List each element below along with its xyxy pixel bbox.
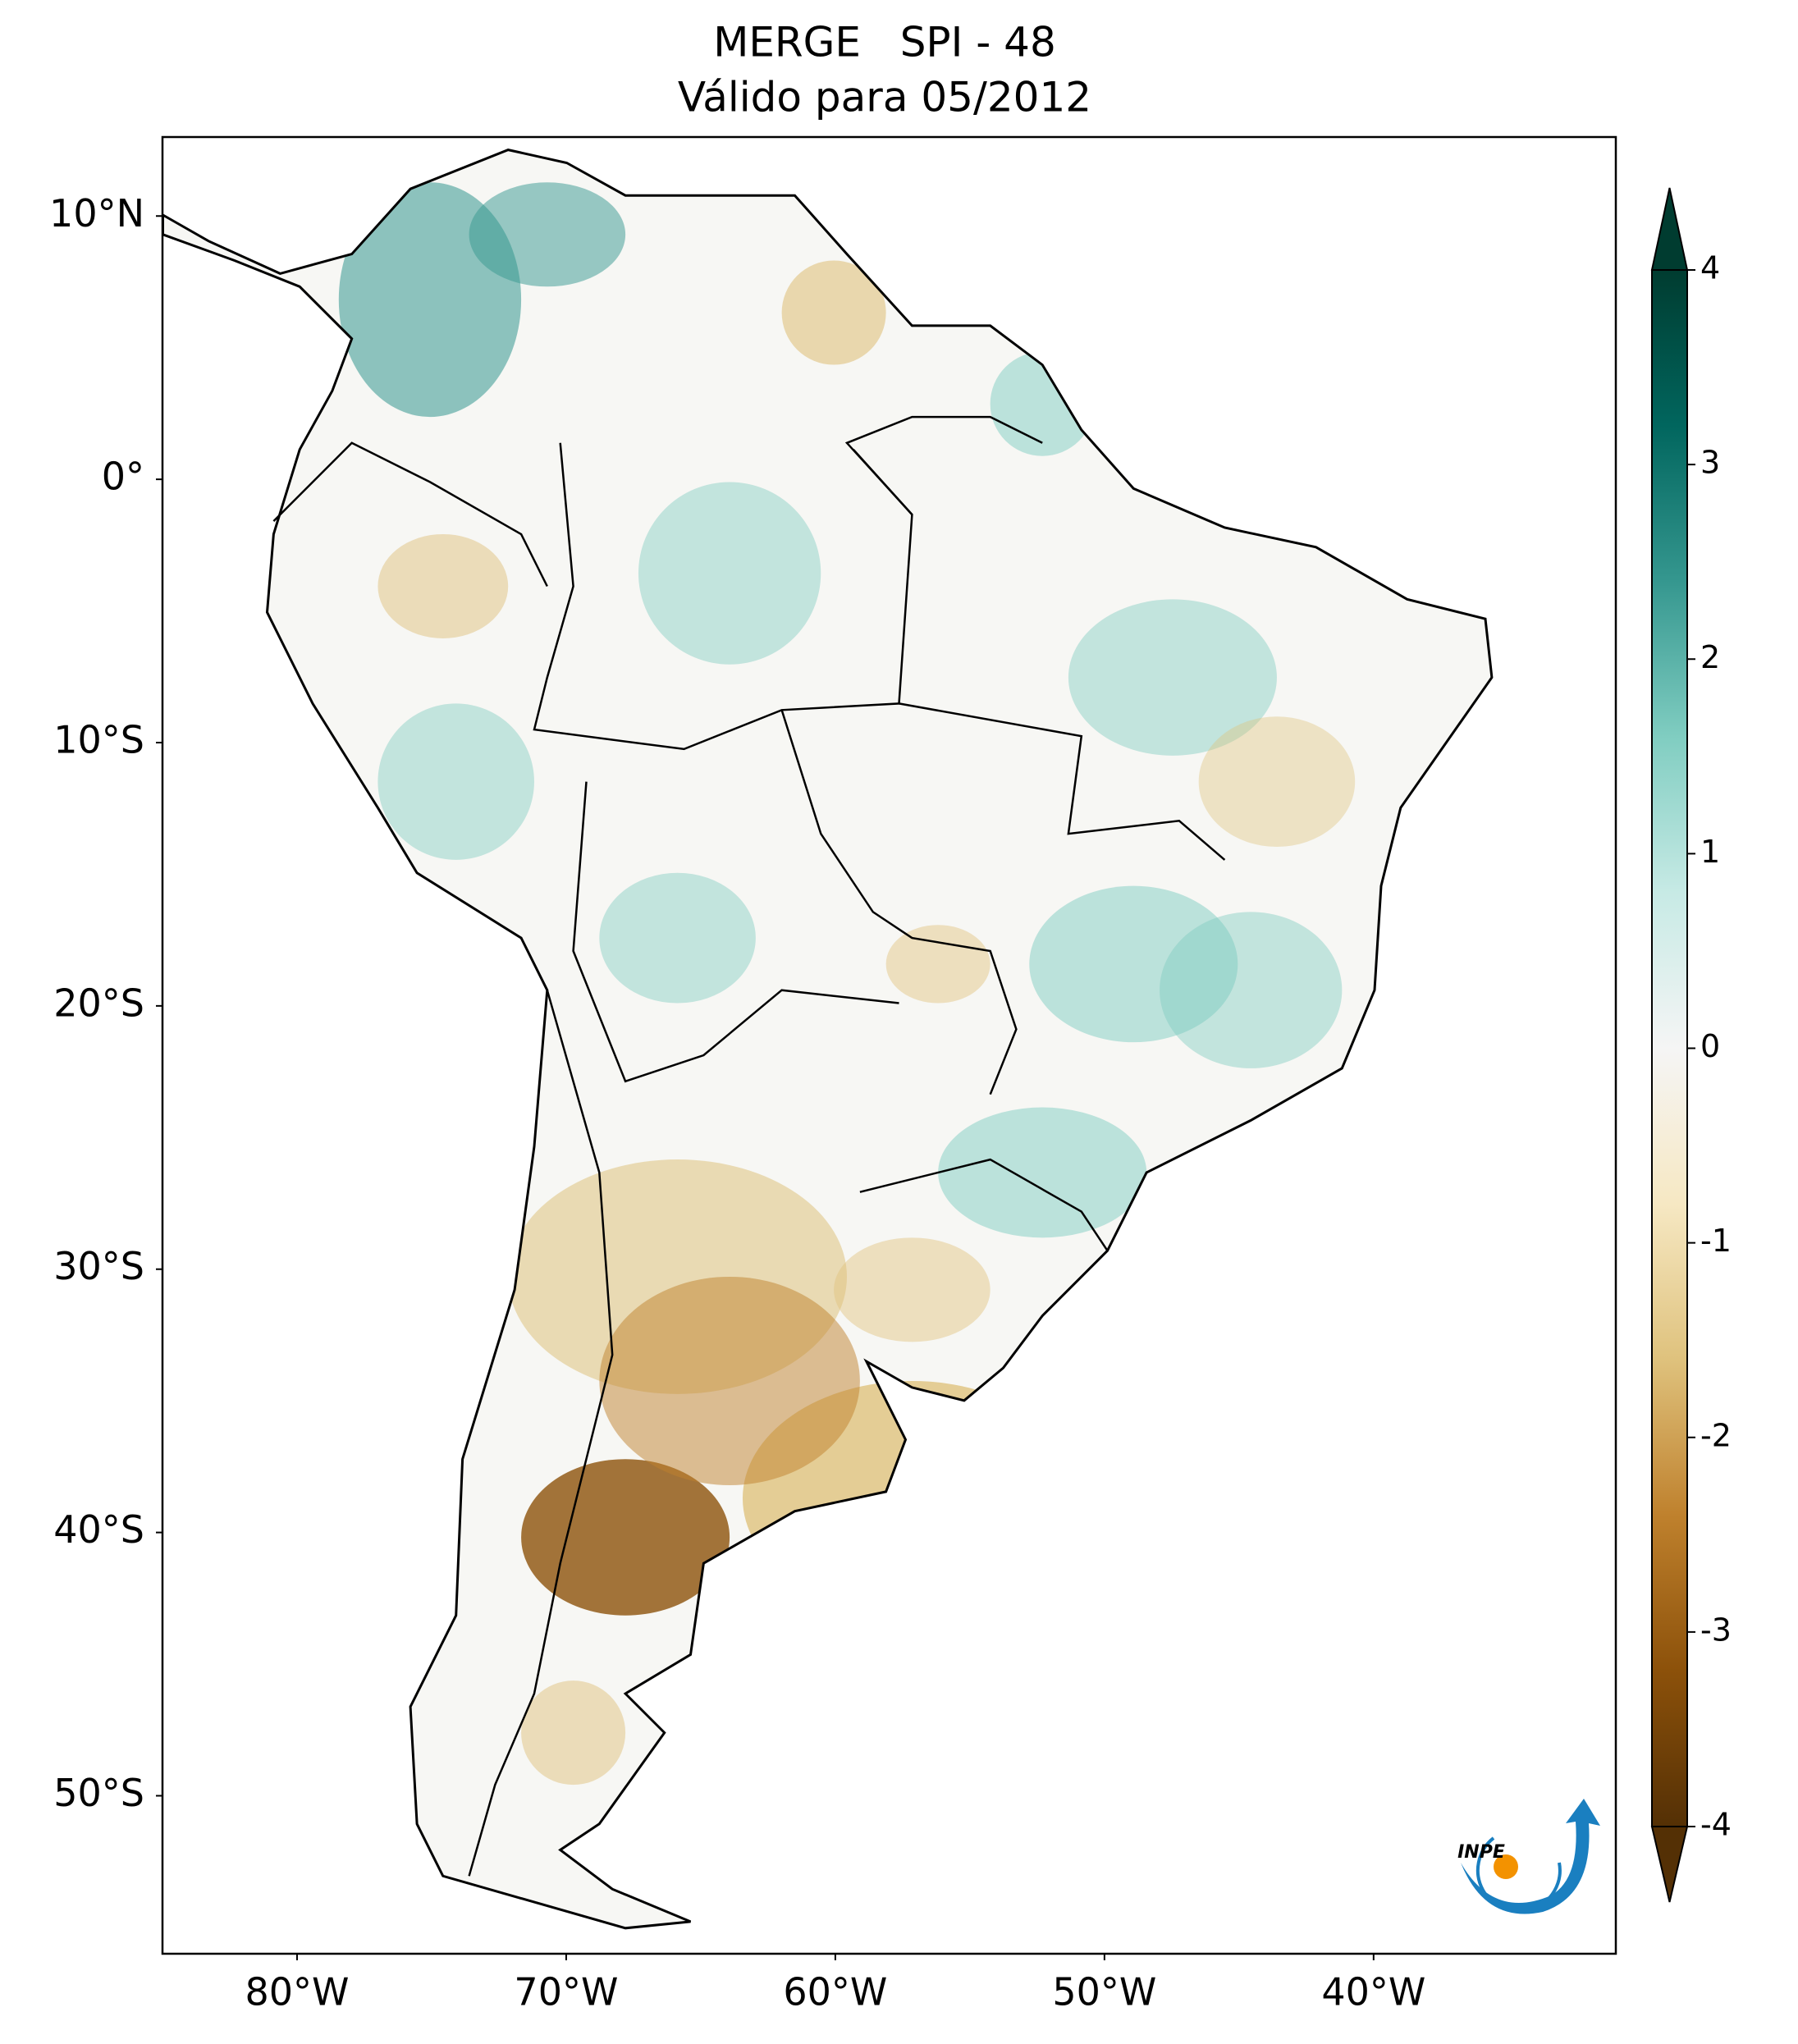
colorbar (1652, 270, 1687, 1827)
colorbar-tick-label: -4 (1700, 1807, 1732, 1843)
chart-subtitle: Válido para 05/2012 (678, 74, 1091, 121)
x-tick-label: 50°W (1052, 1970, 1156, 2014)
colorbar-tick-label: 1 (1700, 834, 1720, 870)
spi-patch (990, 351, 1095, 456)
logo-text: INPE (1457, 1842, 1505, 1863)
x-tick-label: 70°W (514, 1970, 618, 2014)
colorbar-tick-label: 4 (1700, 250, 1720, 286)
colorbar-tick-label: 3 (1700, 445, 1720, 481)
colorbar-tick-label: -2 (1700, 1417, 1732, 1453)
colorbar-extend-min (1650, 1826, 1689, 1903)
logo-dot (1494, 1854, 1518, 1879)
spi-patch (834, 1237, 991, 1342)
logo: INPE (1457, 1799, 1600, 1914)
spi-patch (377, 533, 509, 638)
spi-patch (599, 1276, 860, 1485)
spi-patch (1068, 599, 1277, 756)
border (272, 441, 548, 588)
border (572, 781, 899, 1083)
border (859, 1158, 1109, 1251)
spi-patch (938, 1107, 1147, 1238)
spi-patch (377, 703, 534, 860)
border (468, 990, 614, 1877)
spi-patch (1160, 912, 1343, 1068)
x-tick-label: 60°W (783, 1970, 887, 2014)
spi-patch (521, 1459, 730, 1616)
border (844, 415, 1043, 515)
y-tick-label: 0° (102, 455, 144, 499)
map-frame (161, 135, 1617, 1955)
spi-patch (469, 182, 626, 287)
x-tick-label: 40°W (1321, 1970, 1425, 2014)
colorbar-tick-label: -1 (1700, 1223, 1732, 1259)
spi-patch (781, 260, 886, 365)
land (162, 149, 1494, 1930)
y-tick-label: 30°S (53, 1244, 144, 1288)
colorbar-tick-label: -3 (1700, 1612, 1732, 1648)
spi-patch (885, 925, 991, 1004)
colorbar-extend-max (1650, 187, 1689, 271)
colorbar-tick-label: 2 (1700, 639, 1720, 675)
border (533, 442, 913, 751)
border (899, 702, 1226, 861)
y-tick-label: 40°S (53, 1507, 144, 1552)
y-tick-label: 10°S (53, 718, 144, 762)
coastline (162, 149, 1494, 1930)
spi-patch (1198, 716, 1356, 848)
y-tick-label: 10°N (49, 191, 144, 235)
colorbar-tick-label: 0 (1700, 1028, 1720, 1064)
spi-patch (1029, 885, 1238, 1043)
logo-arrow (1461, 1799, 1600, 1914)
y-tick-label: 20°S (53, 981, 144, 1025)
border (780, 709, 1018, 1095)
spi-patch (599, 872, 756, 1004)
x-tick-label: 80°W (245, 1970, 349, 2014)
spi-patch (521, 1680, 626, 1786)
spi-patch (638, 482, 821, 665)
chart-title: MERGE SPI - 48 (713, 19, 1056, 66)
y-tick-label: 50°S (53, 1771, 144, 1815)
